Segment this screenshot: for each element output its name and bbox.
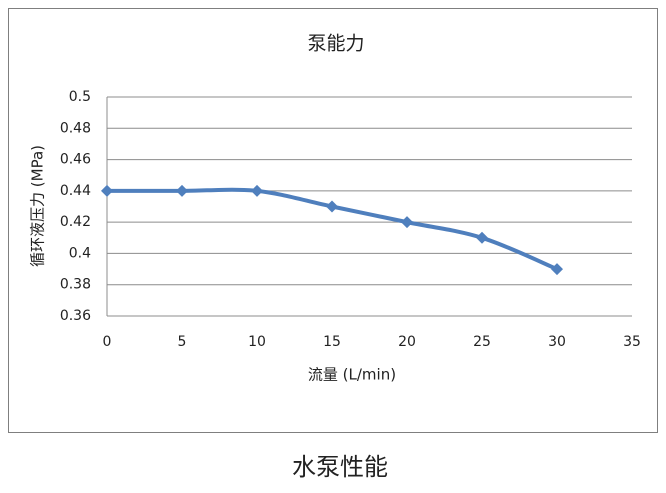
data-point (326, 200, 338, 213)
x-tick-label: 35 (623, 334, 641, 350)
y-tick-label: 0.44 (60, 183, 91, 199)
data-point (551, 263, 563, 276)
y-axis-label: 循环液压力 (MPa) (29, 145, 47, 267)
y-tick-label: 0.5 (69, 89, 91, 105)
y-tick-label: 0.4 (69, 245, 91, 261)
x-tick-label: 25 (473, 334, 491, 350)
x-tick-label: 20 (398, 334, 416, 350)
chart-title: 泵能力 (307, 33, 364, 55)
y-tick-label: 0.46 (60, 152, 91, 168)
x-tick-label: 5 (178, 334, 187, 350)
caption: 水泵性能 (292, 453, 388, 481)
x-tick-label: 0 (103, 334, 112, 350)
chart-frame (8, 8, 658, 433)
x-tick-label: 15 (323, 334, 341, 350)
y-tick-label: 0.36 (60, 308, 91, 324)
data-point (401, 216, 413, 229)
x-tick-label: 30 (548, 334, 566, 350)
data-point (251, 184, 263, 197)
data-point (176, 184, 188, 197)
y-tick-label: 0.42 (60, 214, 91, 230)
data-point (476, 231, 488, 244)
x-tick-label: 10 (248, 334, 266, 350)
x-axis-label: 流量 (L/min) (308, 366, 396, 384)
y-tick-label: 0.38 (60, 277, 91, 293)
y-tick-label: 0.48 (60, 120, 91, 136)
data-point (101, 184, 113, 197)
